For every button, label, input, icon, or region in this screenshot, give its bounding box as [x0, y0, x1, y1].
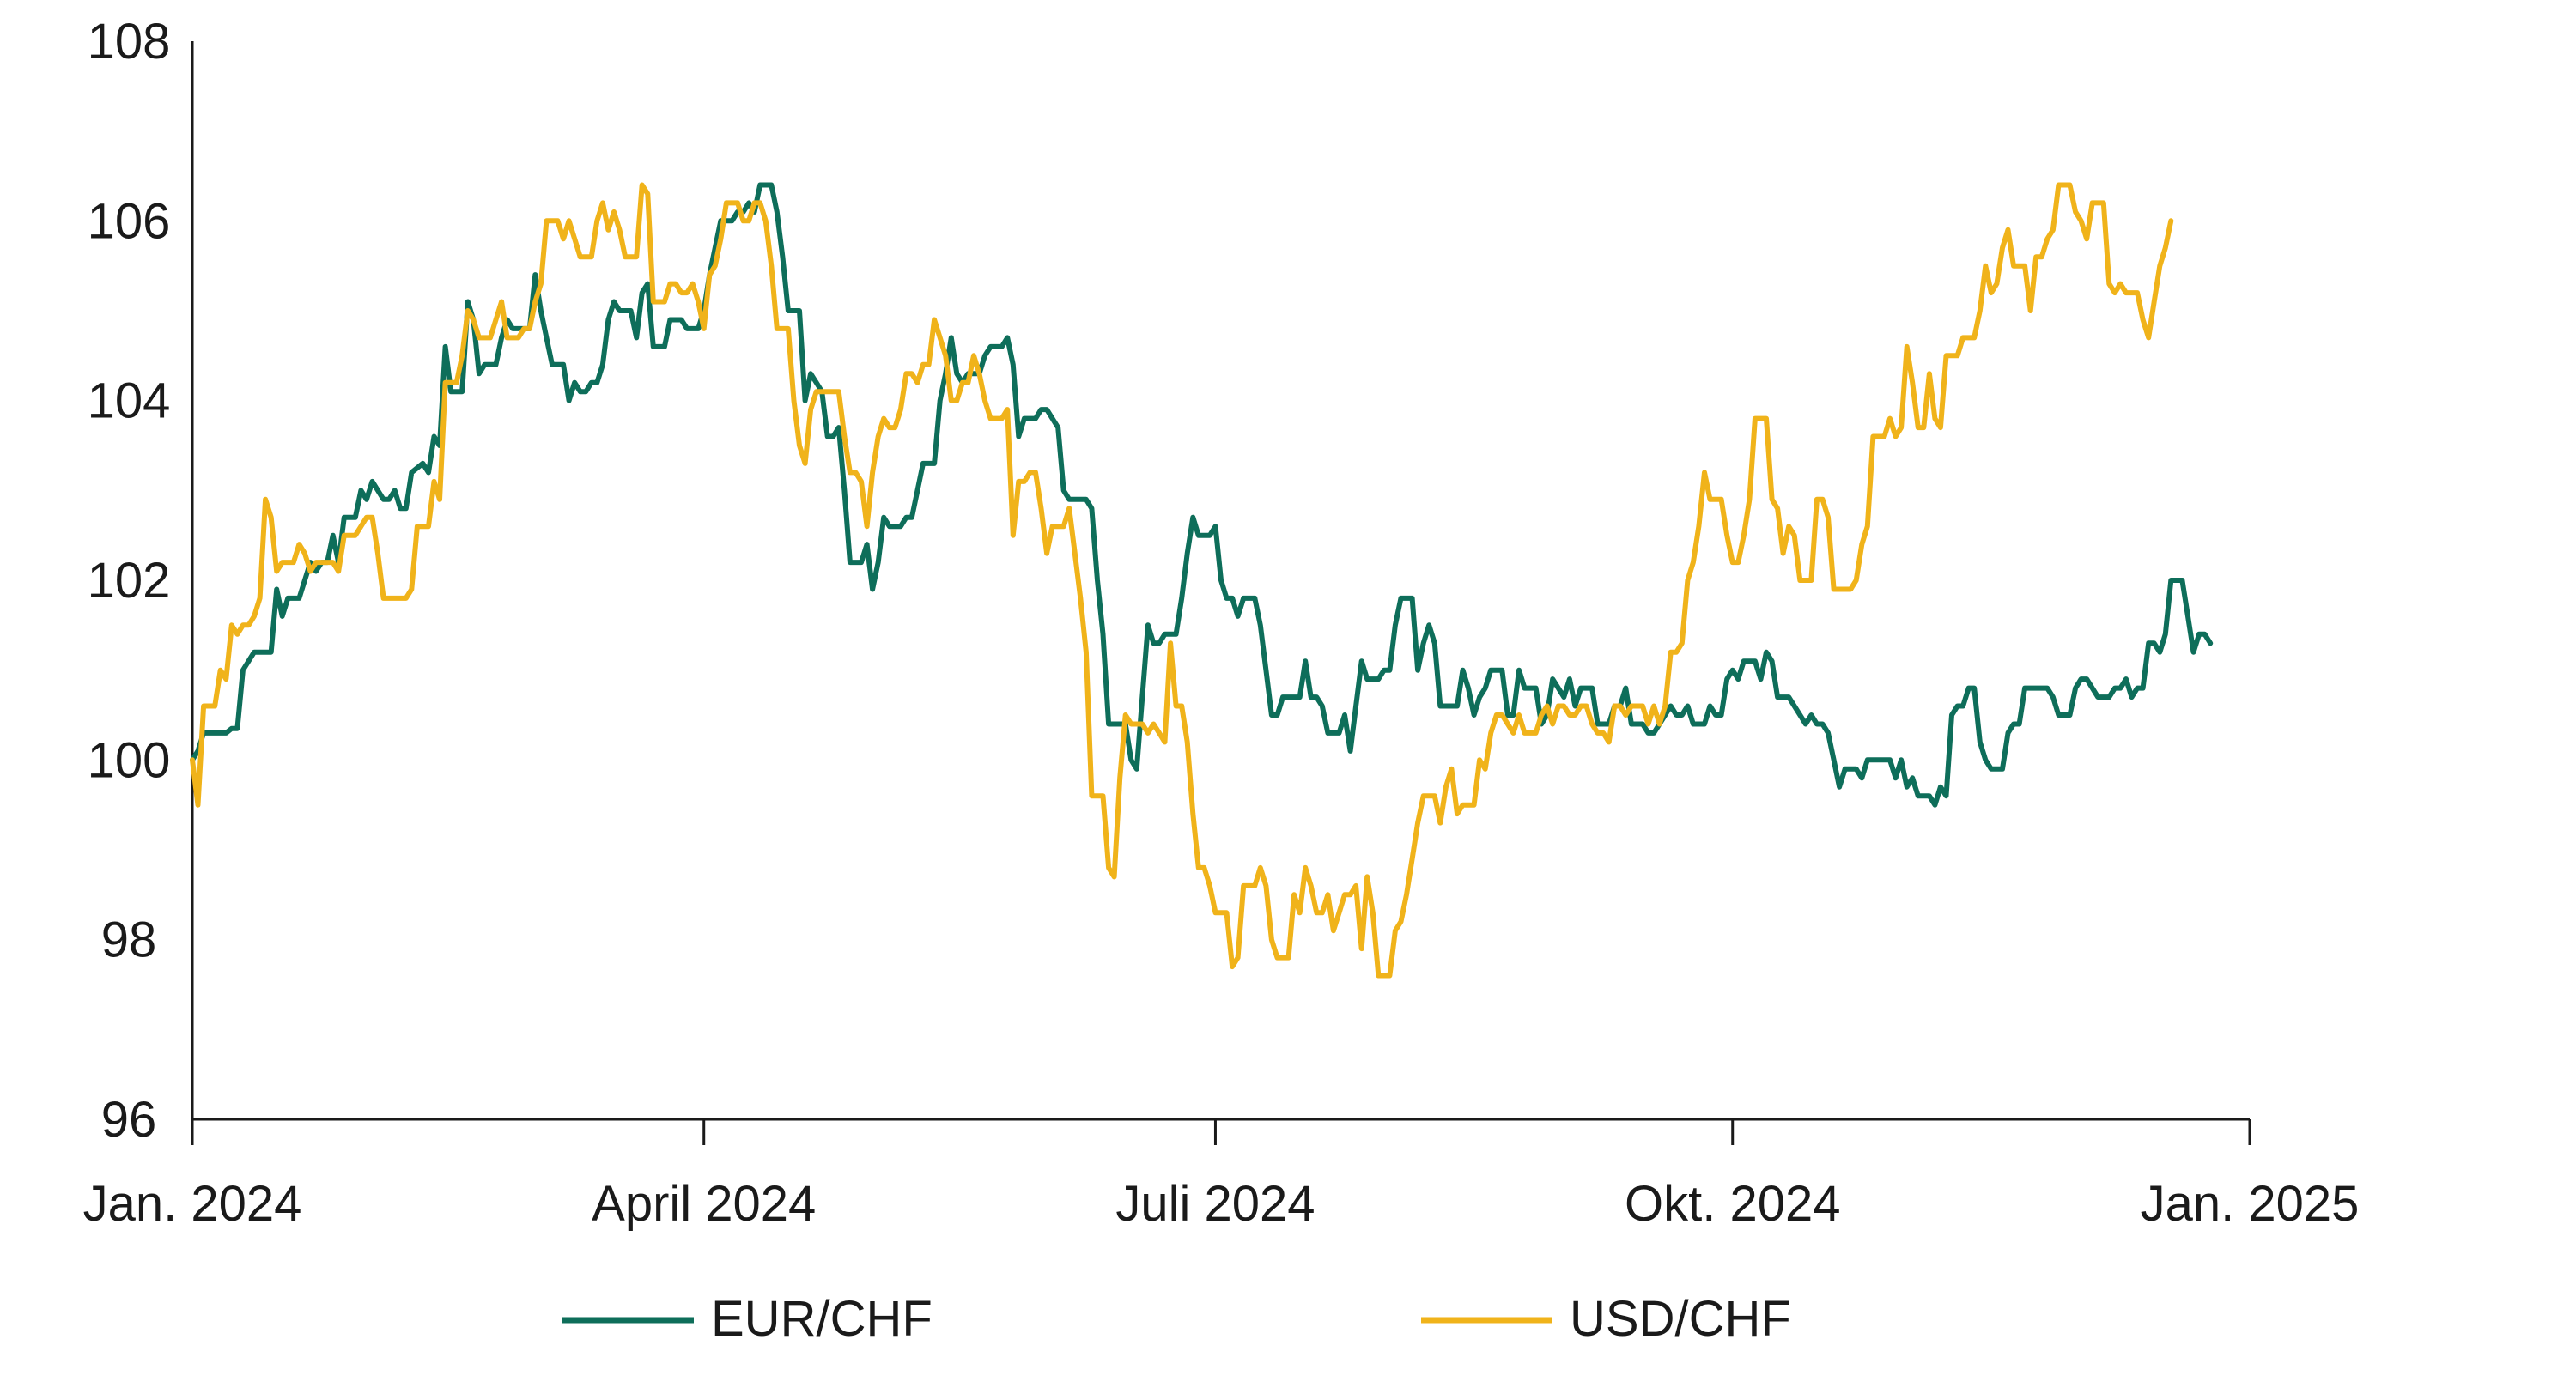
x-axis: Jan. 2024 April 2024 Juli 2024 Okt. 2024 Jan…: [83, 1118, 2360, 1232]
series-line-eur-chf: [190, 182, 2214, 808]
legend-item-eur-chf: EUR/CHF: [562, 1291, 933, 1347]
y-tick-label: 98: [101, 912, 157, 968]
legend-label: USD/CHF: [1570, 1291, 1791, 1347]
x-tick-label: April 2024: [592, 1176, 816, 1232]
series-layer: [190, 182, 2214, 979]
x-tick-label: Okt. 2024: [1625, 1176, 1840, 1232]
x-tick-label: Juli 2024: [1115, 1176, 1315, 1232]
y-tick-label: 106: [88, 193, 171, 249]
legend: EUR/CHF USD/CHF: [562, 1291, 1791, 1347]
x-tick-label: Jan. 2025: [2141, 1176, 2360, 1232]
x-tick-label: Jan. 2024: [83, 1176, 302, 1232]
legend-item-usd-chf: USD/CHF: [1421, 1291, 1791, 1347]
series-line-usd-chf: [190, 182, 2174, 979]
y-tick-label: 96: [101, 1092, 157, 1148]
y-tick-label: 104: [88, 373, 171, 429]
legend-label: EUR/CHF: [711, 1291, 933, 1347]
y-tick-label: 108: [88, 14, 171, 70]
y-tick-label: 100: [88, 732, 171, 788]
y-axis: 96 98 100 102 104 106 108: [88, 14, 194, 1148]
y-tick-label: 102: [88, 553, 171, 609]
